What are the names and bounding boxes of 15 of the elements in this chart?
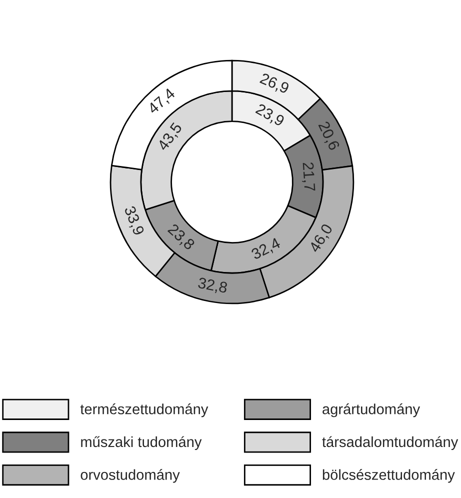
data-label: 21,7 bbox=[300, 162, 316, 192]
legend-label: műszaki tudomány bbox=[81, 436, 202, 450]
data-label: 47,4 bbox=[146, 88, 177, 116]
data-label: 23,9 bbox=[254, 103, 286, 128]
data-label: 23,8 bbox=[166, 223, 196, 252]
data-label: 20,6 bbox=[316, 120, 340, 152]
legend-label: természettudomány bbox=[80, 403, 208, 418]
legend-label: orvostudomány bbox=[80, 469, 180, 483]
data-label: 33,9 bbox=[122, 205, 145, 236]
data-label: 26,9 bbox=[258, 72, 290, 96]
data-label: 32,4 bbox=[250, 237, 282, 262]
legend-label: társadalomtudomány bbox=[322, 436, 458, 450]
legend-label: bölcsészettudomány bbox=[322, 469, 455, 483]
legend-label: agrártudomány bbox=[322, 403, 420, 418]
data-label: 32,8 bbox=[197, 277, 228, 295]
